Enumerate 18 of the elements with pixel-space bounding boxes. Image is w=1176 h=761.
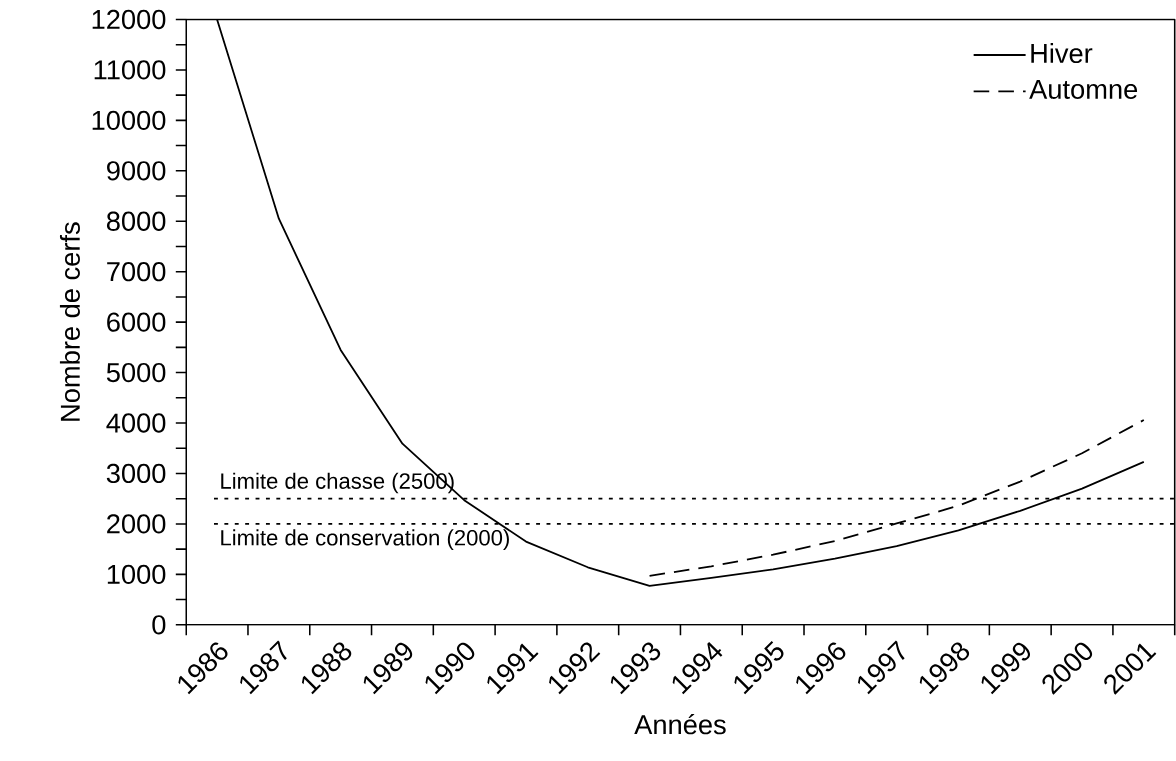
y-tick-label: 10000 bbox=[92, 110, 166, 131]
y-tick-label: 3000 bbox=[106, 463, 166, 484]
y-tick-label: 9000 bbox=[107, 161, 166, 181]
y-tick-label: 0 bbox=[152, 615, 166, 635]
y-tick-label: 4000 bbox=[106, 413, 166, 433]
y-tick-label: 11000 bbox=[94, 60, 166, 80]
y-tick-label: 5000 bbox=[106, 362, 166, 383]
y-tick-label: 12000 bbox=[92, 9, 166, 30]
y-tick-label: 2000 bbox=[107, 514, 166, 534]
legend-label: Automne bbox=[1029, 80, 1138, 100]
y-axis-title: Nombre de cerfs bbox=[59, 222, 80, 421]
y-tick-label: 8000 bbox=[106, 211, 166, 231]
x-axis-title: Années bbox=[634, 714, 726, 735]
legend-label: Hiver bbox=[1031, 43, 1093, 64]
y-tick-label: 7000 bbox=[107, 262, 166, 282]
ref-line-label: Limite de conservation (2000) bbox=[221, 529, 509, 550]
y-tick-label: 1000 bbox=[107, 564, 166, 585]
y-tick-label: 6000 bbox=[107, 312, 166, 332]
